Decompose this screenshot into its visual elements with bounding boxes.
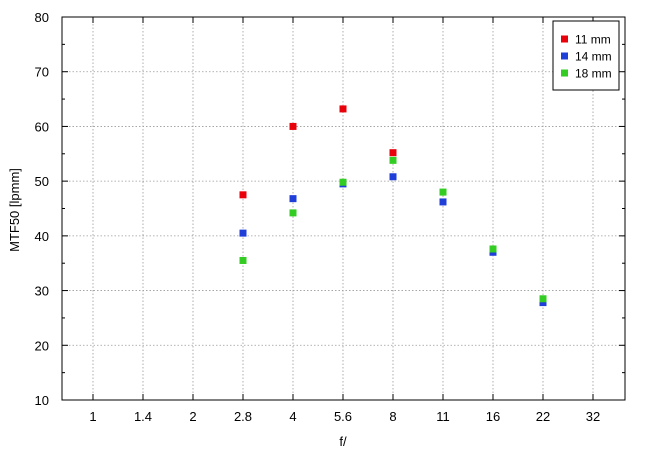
data-point-18-mm <box>389 156 397 164</box>
x-tick-label: 2 <box>189 409 196 424</box>
y-axis-title: MTF50 [lpmm] <box>7 168 22 252</box>
legend-items: 11 mm 14 mm 18 mm <box>561 33 612 81</box>
y-tick-label: 30 <box>35 284 49 299</box>
y-tick-label: 10 <box>35 393 49 408</box>
legend-marker <box>561 35 568 43</box>
x-tick-labels: 1 1.4 2 2.8 4 5.6 8 11 16 22 32 <box>89 409 600 424</box>
x-tick-label: 2.8 <box>234 409 252 424</box>
y-tick-label: 40 <box>35 229 49 244</box>
data-point-14-mm <box>539 299 547 307</box>
data-point-14-mm <box>239 229 247 237</box>
legend-label: 14 mm <box>575 50 612 64</box>
legend-label: 18 mm <box>575 67 612 81</box>
data-point-18-mm <box>539 295 547 303</box>
data-point-18-mm <box>489 245 497 253</box>
x-tick-label: 32 <box>586 409 600 424</box>
axis-ticks <box>62 16 625 401</box>
x-tick-label: 22 <box>536 409 550 424</box>
x-tick-label: 1.4 <box>134 409 152 424</box>
x-axis-title: f/ <box>339 434 347 449</box>
data-point-11-mm <box>289 122 297 130</box>
y-tick-labels: 10 20 30 40 50 60 70 80 <box>35 10 49 408</box>
y-tick-label: 70 <box>35 65 49 80</box>
data-point-18-mm <box>439 188 447 196</box>
y-tick-label: 80 <box>35 10 49 25</box>
data-point-11-mm <box>339 105 347 113</box>
x-tick-label: 11 <box>436 409 450 424</box>
legend-marker <box>561 69 568 77</box>
x-tick-label: 4 <box>289 409 296 424</box>
x-tick-label: 5.6 <box>334 409 352 424</box>
data-point-14-mm <box>289 195 297 203</box>
data-point-14-mm <box>389 173 397 181</box>
data-point-18-mm <box>339 178 347 186</box>
y-tick-label: 20 <box>35 338 49 353</box>
data-points <box>239 105 547 307</box>
x-tick-label: 8 <box>389 409 396 424</box>
data-point-18-mm <box>239 256 247 264</box>
y-tick-label: 60 <box>35 119 49 134</box>
plot-area-frame <box>61 16 626 401</box>
data-point-14-mm <box>439 198 447 206</box>
data-point-11-mm <box>239 191 247 199</box>
data-point-11-mm <box>389 149 397 157</box>
grid-lines <box>62 17 625 400</box>
y-tick-label: 50 <box>35 174 49 189</box>
x-tick-label: 16 <box>486 409 500 424</box>
data-point-18-mm <box>289 209 297 217</box>
x-tick-label: 1 <box>89 409 96 424</box>
legend-marker <box>561 52 568 60</box>
legend: 11 mm 14 mm 18 mm <box>552 20 620 91</box>
legend-label: 11 mm <box>575 33 611 47</box>
